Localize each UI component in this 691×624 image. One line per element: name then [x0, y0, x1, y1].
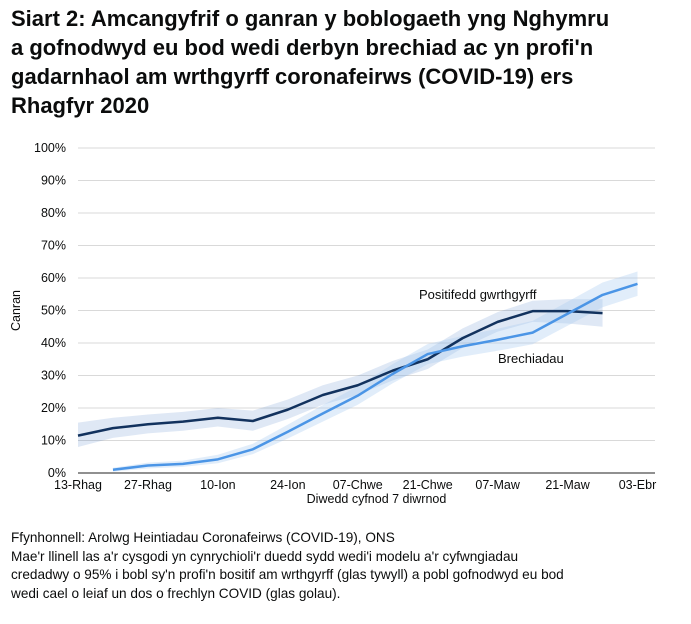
chart-title-line: a gofnodwyd eu bod wedi derbyn brechiad … — [11, 35, 594, 60]
x-tick-label: 21-Chwe — [403, 478, 453, 492]
y-tick-label: 20% — [41, 401, 66, 415]
x-axis-ticks: 13-Rhag 27-Rhag 10-Ion 24-Ion 07-Chwe 21-Chwe… — [54, 478, 656, 492]
chart-title-line: Siart 2: Amcangyfrif o ganran y boblogae… — [11, 6, 610, 31]
y-axis-label: Canran — [9, 290, 23, 331]
confidence-bands — [78, 271, 638, 472]
y-tick-label: 60% — [41, 271, 66, 285]
y-tick-label: 90% — [41, 174, 66, 188]
y-tick-label: 80% — [41, 206, 66, 220]
series-label-antibody-positivity: Positifedd gwrthgyrff — [419, 287, 537, 302]
footnote-line: Mae'r llinell las a'r cysgodi yn cynrych… — [11, 548, 519, 564]
y-tick-label: 50% — [41, 304, 66, 318]
series-lines — [77, 282, 638, 471]
y-tick-label: 40% — [41, 336, 66, 350]
x-tick-label: 07-Chwe — [333, 478, 383, 492]
x-axis-label: Diwedd cyfnod 7 diwrnod — [307, 492, 447, 506]
chart-footer: Ffynhonnell: Arolwg Heintiadau Coronafei… — [11, 529, 683, 603]
x-tick-label: 07-Maw — [475, 478, 520, 492]
x-tick-label: 03-Ebr — [619, 478, 657, 492]
chart-title-line: gadarnhaol am wrthgyrff coronafeirws (CO… — [11, 64, 574, 89]
footnote-line: credadwy o 95% i bobl sy'n profi'n bosit… — [11, 567, 564, 582]
x-tick-label: 24-Ion — [270, 478, 305, 492]
x-tick-label: 21-Maw — [545, 478, 590, 492]
y-tick-label: 10% — [41, 434, 66, 448]
antibody-confidence-band — [78, 299, 603, 447]
line-chart: 0% 10% 20% 30% 40% 50% 60% 70% 80% 90% 100% 13-Rha… — [9, 141, 656, 506]
x-tick-label: 13-Rhag — [54, 478, 102, 492]
y-tick-label: 30% — [41, 369, 66, 383]
footnote-line: wedi cael o leiaf un dos o frechlyn COVI… — [11, 585, 341, 601]
antibody-positivity-line — [77, 309, 603, 437]
vaccination-line — [112, 282, 638, 471]
x-tick-label: 10-Ion — [200, 478, 235, 492]
source-note: Ffynhonnell: Arolwg Heintiadau Coronafei… — [11, 530, 395, 545]
x-tick-label: 27-Rhag — [124, 478, 172, 492]
y-tick-label: 0% — [48, 466, 66, 480]
chart-title-line: Rhagfyr 2020 — [11, 93, 150, 118]
gridlines — [78, 147, 655, 441]
y-tick-label: 100% — [34, 141, 66, 155]
y-axis-ticks: 0% 10% 20% 30% 40% 50% 60% 70% 80% 90% 100% — [34, 141, 66, 480]
series-label-vaccination: Brechiadau — [498, 351, 564, 366]
chart-title: Siart 2: Amcangyfrif o ganran y boblogae… — [11, 4, 681, 120]
y-tick-label: 70% — [41, 239, 66, 253]
